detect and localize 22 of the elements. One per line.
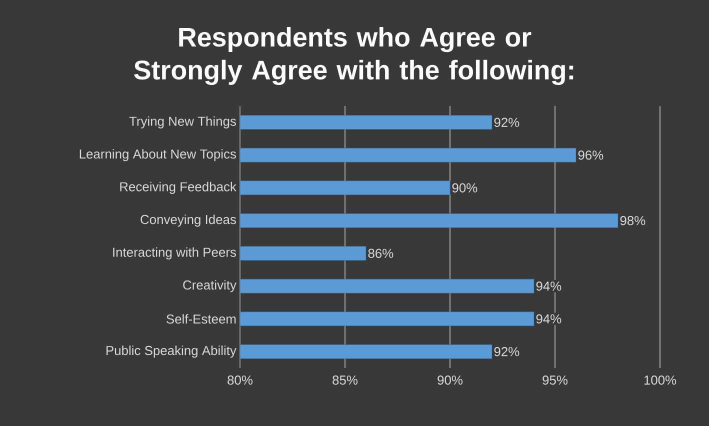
x-tick-label: 80% [228, 376, 253, 385]
data-label: 94% [536, 314, 562, 324]
x-tick-label: 85% [332, 376, 358, 385]
y-tick-label: Public Speaking Ability [106, 346, 236, 358]
data-label: 92% [494, 347, 520, 356]
y-tick-label: Conveying Ideas [140, 214, 236, 227]
chart-title: Respondents who Agree or Strongly Agree with the following: [134, 26, 574, 86]
y-tick-label: Interacting with Peers [113, 247, 236, 260]
y-tick-label: Learning About New Topics [80, 149, 236, 162]
x-tick-label: 100% [644, 376, 676, 385]
x-tick-label: 90% [438, 376, 463, 385]
data-label: 98% [620, 216, 646, 226]
y-tick-label: Self-Esteem [166, 314, 236, 324]
data-label: 90% [452, 183, 478, 192]
data-label: 92% [494, 118, 520, 127]
data-label: 86% [368, 248, 394, 258]
data-label: 96% [578, 150, 604, 160]
x-tick-label: 95% [542, 376, 568, 385]
y-tick-label: Receiving Feedback [120, 182, 236, 194]
y-tick-label: Creativity [183, 280, 236, 292]
y-tick-label: Trying New Things [129, 116, 236, 128]
data-label: 94% [536, 282, 562, 291]
